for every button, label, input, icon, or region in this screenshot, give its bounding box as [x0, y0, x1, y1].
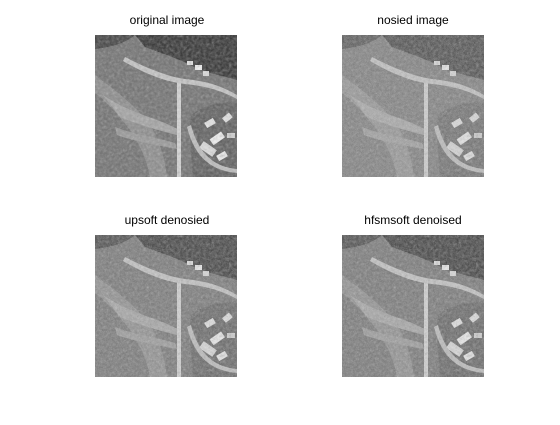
- aerial-photo-original: [95, 35, 237, 177]
- panel-title-original: original image: [129, 13, 205, 27]
- aerial-photo-noised: [342, 35, 484, 177]
- panel-title-upsoft: upsoft denosied: [124, 213, 210, 227]
- aerial-photo-upsoft: [95, 235, 237, 377]
- panel-title-noised: nosied image: [377, 13, 449, 27]
- noised-image: [342, 35, 484, 177]
- upsoft-denoised-image: [95, 235, 237, 377]
- original-image: [95, 35, 237, 177]
- hfsmsoft-denoised-image: [342, 235, 484, 377]
- aerial-photo-hfsmsoft: [342, 235, 484, 377]
- panel-title-hfsmsoft: hfsmsoft denoised: [364, 213, 462, 227]
